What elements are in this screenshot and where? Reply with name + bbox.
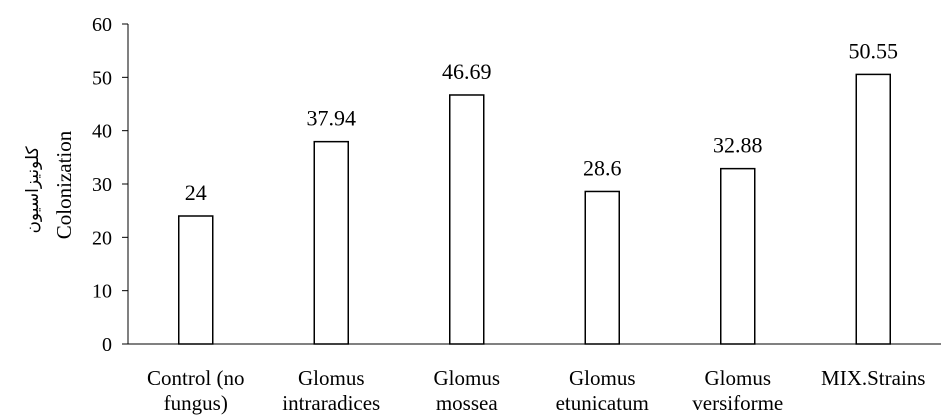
y-tick-label: 20 [92,227,112,249]
data-label: 50.55 [849,38,899,63]
y-tick-label: 60 [92,14,112,36]
y-axis-label: Colonization [52,130,76,239]
y-tick-label: 30 [92,174,112,196]
category-label: Glomus etunicatum [556,366,649,415]
data-label: 46.69 [442,59,492,84]
category-labels: Control (no fungus) Glomus intraradices Glom… [147,366,925,415]
y-tick-label: 0 [102,334,112,356]
data-label: 24 [185,180,207,205]
data-label: 28.6 [583,155,622,180]
bar [178,215,214,345]
category-label: Glomus versiforme [692,366,783,415]
bar [584,190,620,345]
data-label: 37.94 [307,106,357,131]
y-tick-label: 50 [92,67,112,89]
data-labels: 24 37.94 46.69 28.6 32.88 50.55 [185,38,898,205]
bar [720,167,756,345]
category-label: Control (no fungus) [147,366,244,415]
bar [855,73,891,345]
bar [449,94,485,345]
y-tick-label: 40 [92,121,112,143]
bars [178,73,891,345]
bar [313,140,349,345]
y-tick-label: 10 [92,281,112,303]
y-axis-label-persian: کلونیزاسیون [23,146,43,234]
category-label: MIX.Strains [821,366,925,390]
y-axis: 0 10 20 30 40 50 60 [92,14,129,356]
category-label: Glomus mossea [433,366,500,415]
category-label: Glomus intraradices [282,366,380,415]
data-label: 32.88 [713,133,763,158]
